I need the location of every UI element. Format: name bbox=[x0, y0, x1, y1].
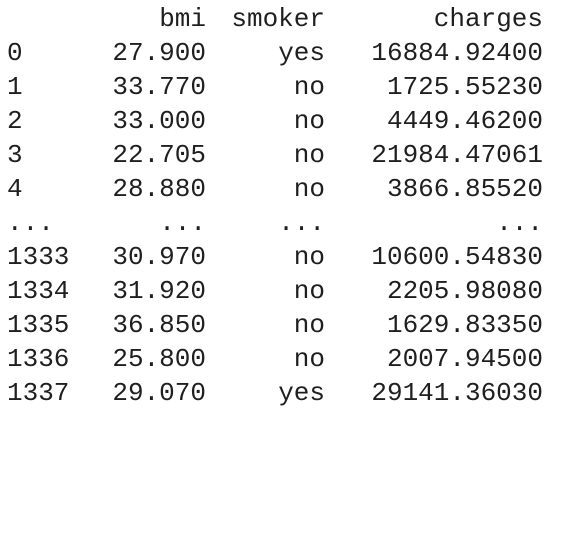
header-charges: charges bbox=[433, 4, 543, 34]
row-index: 1336 bbox=[7, 344, 70, 374]
charges-cell: 10600.54830 bbox=[371, 242, 543, 272]
bmi-cell: 30.970 bbox=[112, 242, 206, 272]
smoker-cell: ... bbox=[278, 208, 325, 238]
table-row: 1335 36.850 no 1629.83350 bbox=[0, 308, 566, 342]
smoker-cell: no bbox=[293, 276, 325, 306]
row-index: 4 bbox=[7, 174, 23, 204]
charges-cell: 1725.55230 bbox=[386, 72, 543, 102]
bmi-cell: 29.070 bbox=[112, 378, 206, 408]
charges-cell: 2007.94500 bbox=[386, 344, 543, 374]
row-index: 1335 bbox=[7, 310, 70, 340]
bmi-cell: 33.000 bbox=[112, 106, 206, 136]
bmi-cell: 27.900 bbox=[112, 38, 206, 68]
bmi-cell: 36.850 bbox=[112, 310, 206, 340]
table-row: 0 27.900 yes 16884.92400 bbox=[0, 36, 566, 70]
bmi-cell: ... bbox=[159, 208, 206, 238]
table-row: 1334 31.920 no 2205.98080 bbox=[0, 274, 566, 308]
row-index: 1 bbox=[7, 72, 23, 102]
row-index: 2 bbox=[7, 106, 23, 136]
row-index: 1333 bbox=[7, 242, 70, 272]
bmi-cell: 22.705 bbox=[112, 140, 206, 170]
row-index: 3 bbox=[7, 140, 23, 170]
row-index: 0 bbox=[7, 38, 23, 68]
smoker-cell: no bbox=[293, 106, 325, 136]
smoker-cell: no bbox=[293, 72, 325, 102]
table-row: 2 33.000 no 4449.46200 bbox=[0, 104, 566, 138]
charges-cell: 29141.36030 bbox=[371, 378, 543, 408]
bmi-cell: 31.920 bbox=[112, 276, 206, 306]
header-bmi: bmi bbox=[159, 4, 206, 34]
bmi-cell: 25.800 bbox=[112, 344, 206, 374]
smoker-cell: no bbox=[293, 242, 325, 272]
table-row: 1 33.770 no 1725.55230 bbox=[0, 70, 566, 104]
charges-cell: 16884.92400 bbox=[371, 38, 543, 68]
charges-cell: 2205.98080 bbox=[386, 276, 543, 306]
smoker-cell: yes bbox=[278, 38, 325, 68]
charges-cell: 21984.47061 bbox=[371, 140, 543, 170]
table-row: 4 28.880 no 3866.85520 bbox=[0, 172, 566, 206]
charges-cell: ... bbox=[496, 208, 543, 238]
charges-cell: 3866.85520 bbox=[386, 174, 543, 204]
charges-cell: 1629.83350 bbox=[386, 310, 543, 340]
smoker-cell: no bbox=[293, 140, 325, 170]
table-row: 3 22.705 no 21984.47061 bbox=[0, 138, 566, 172]
smoker-cell: no bbox=[293, 344, 325, 374]
smoker-cell: no bbox=[293, 310, 325, 340]
header-smoker: smoker bbox=[231, 4, 325, 34]
smoker-cell: yes bbox=[278, 378, 325, 408]
ellipsis-row: ... ... ... ... bbox=[0, 206, 566, 240]
smoker-cell: no bbox=[293, 174, 325, 204]
dataframe-output: bmi smoker charges 0 27.900 yes 16884.92… bbox=[0, 2, 566, 410]
table-row: 1333 30.970 no 10600.54830 bbox=[0, 240, 566, 274]
bmi-cell: 28.880 bbox=[112, 174, 206, 204]
table-row: 1336 25.800 no 2007.94500 bbox=[0, 342, 566, 376]
bmi-cell: 33.770 bbox=[112, 72, 206, 102]
charges-cell: 4449.46200 bbox=[386, 106, 543, 136]
table-header: bmi smoker charges bbox=[0, 2, 566, 36]
row-index: 1334 bbox=[7, 276, 70, 306]
row-index: 1337 bbox=[7, 378, 70, 408]
row-index: ... bbox=[7, 208, 54, 238]
table-row: 1337 29.070 yes 29141.36030 bbox=[0, 376, 566, 410]
